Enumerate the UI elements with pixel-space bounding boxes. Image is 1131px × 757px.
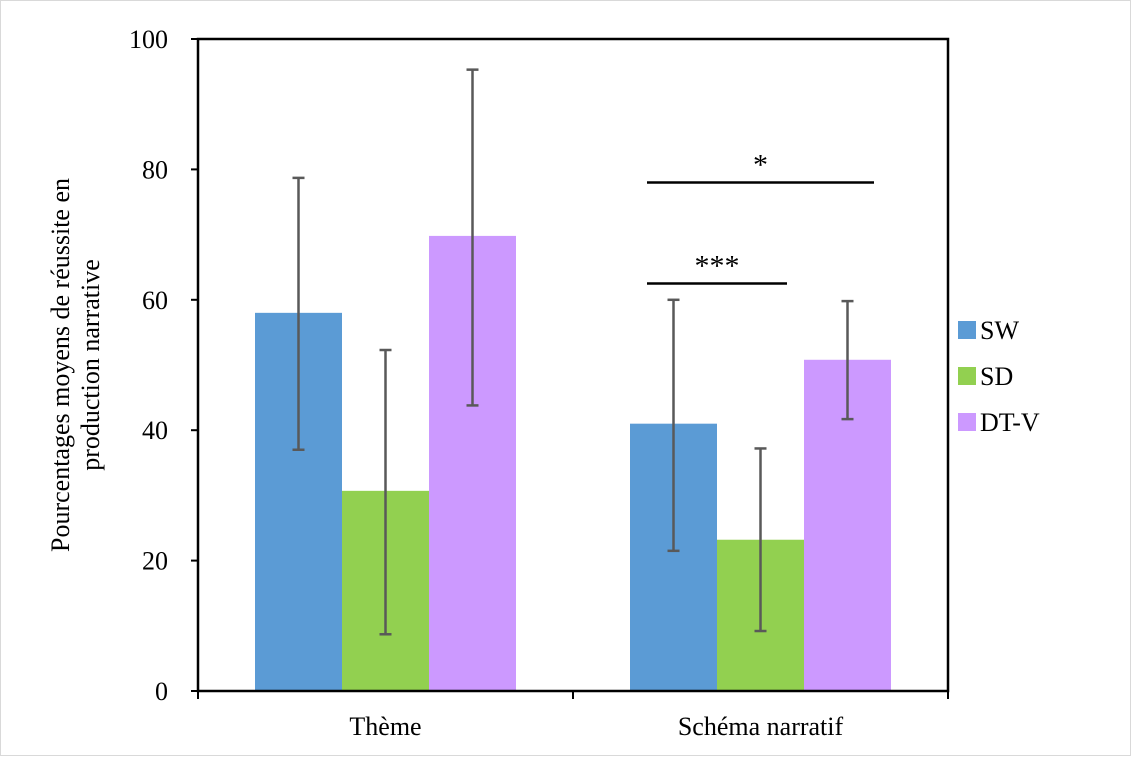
y-tick-label: 40 <box>142 416 168 445</box>
y-axis-title: Pourcentages moyens de réussite enproduc… <box>46 178 105 552</box>
y-axis-title-line: production narrative <box>76 259 105 471</box>
y-tick-label: 0 <box>155 677 168 706</box>
legend: SW SD DT-V <box>958 316 1040 437</box>
x-category-label: Schéma narratif <box>678 712 844 741</box>
legend-label: DT-V <box>980 408 1040 437</box>
y-tick-label: 60 <box>142 286 168 315</box>
legend-swatch <box>958 413 976 431</box>
significance-label: * <box>753 148 768 181</box>
bars-layer <box>255 235 891 692</box>
significance-layer: **** <box>647 148 874 285</box>
x-category-label: Thème <box>349 712 421 741</box>
legend-swatch <box>958 321 976 339</box>
y-axis-title-line: Pourcentages moyens de réussite en <box>46 178 75 552</box>
legend-label: SD <box>980 362 1013 391</box>
y-tick-label: 20 <box>142 547 168 576</box>
legend-swatch <box>958 367 976 385</box>
legend-label: SW <box>980 316 1019 345</box>
significance-label: *** <box>695 250 740 283</box>
y-tick-label: 80 <box>142 155 168 184</box>
error-bars-layer <box>292 68 854 636</box>
y-tick-label: 100 <box>129 25 168 54</box>
axes-layer: 0 20 40 60 80 100 Thème Schéma narratif Pourcent… <box>46 25 950 741</box>
